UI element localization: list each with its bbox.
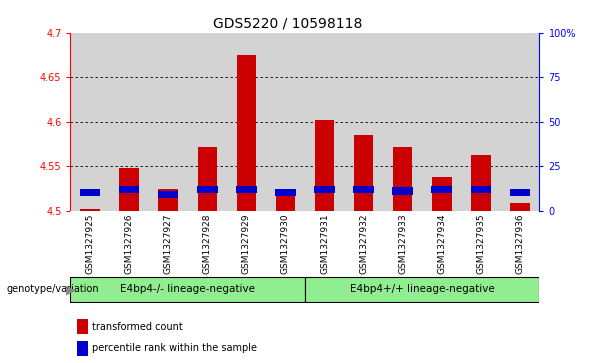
Bar	[158, 189, 178, 211]
Bar	[432, 185, 452, 193]
Bar	[500, 33, 539, 211]
Bar	[432, 177, 452, 211]
Bar	[197, 185, 218, 193]
Bar	[275, 189, 295, 196]
Bar	[462, 33, 500, 211]
Bar	[305, 33, 344, 211]
Text: GSM1327926: GSM1327926	[124, 214, 134, 274]
Bar	[80, 189, 101, 196]
Bar	[354, 135, 373, 211]
Bar	[197, 147, 217, 211]
Text: GSM1327931: GSM1327931	[320, 214, 329, 274]
Text: transformed count: transformed count	[92, 322, 183, 332]
Bar	[227, 33, 266, 211]
Bar	[120, 168, 139, 211]
Text: ▶: ▶	[66, 283, 76, 296]
Text: GDS5220 / 10598118: GDS5220 / 10598118	[213, 16, 363, 30]
Bar	[236, 185, 257, 193]
Text: GSM1327930: GSM1327930	[281, 214, 290, 274]
Bar	[305, 277, 539, 302]
Bar	[266, 33, 305, 211]
Text: GSM1327935: GSM1327935	[476, 214, 485, 274]
Bar	[509, 189, 530, 196]
Bar	[314, 185, 335, 193]
Bar	[119, 185, 139, 193]
Text: GSM1327936: GSM1327936	[516, 214, 524, 274]
Bar	[70, 277, 305, 302]
Bar	[149, 33, 188, 211]
Bar	[510, 203, 530, 211]
Bar	[392, 187, 413, 195]
Text: GSM1327928: GSM1327928	[203, 214, 211, 274]
Bar	[353, 185, 374, 193]
Text: percentile rank within the sample: percentile rank within the sample	[92, 343, 257, 354]
Bar	[237, 55, 256, 211]
Text: E4bp4-/- lineage-negative: E4bp4-/- lineage-negative	[120, 285, 255, 294]
Bar	[188, 33, 227, 211]
Text: GSM1327925: GSM1327925	[86, 214, 94, 274]
Bar	[383, 33, 422, 211]
Bar	[314, 120, 334, 211]
Text: genotype/variation: genotype/variation	[6, 285, 99, 294]
Bar	[158, 191, 178, 198]
Bar	[393, 147, 413, 211]
Bar	[422, 33, 462, 211]
Bar	[276, 189, 295, 211]
Bar	[110, 33, 149, 211]
Bar	[471, 185, 491, 193]
Text: GSM1327932: GSM1327932	[359, 214, 368, 274]
Bar	[80, 209, 100, 211]
Text: GSM1327927: GSM1327927	[164, 214, 173, 274]
Text: GSM1327933: GSM1327933	[398, 214, 407, 274]
Bar	[70, 33, 110, 211]
Bar	[471, 155, 490, 211]
Text: GSM1327929: GSM1327929	[242, 214, 251, 274]
Bar	[344, 33, 383, 211]
Text: E4bp4+/+ lineage-negative: E4bp4+/+ lineage-negative	[350, 285, 495, 294]
Text: GSM1327934: GSM1327934	[437, 214, 446, 274]
